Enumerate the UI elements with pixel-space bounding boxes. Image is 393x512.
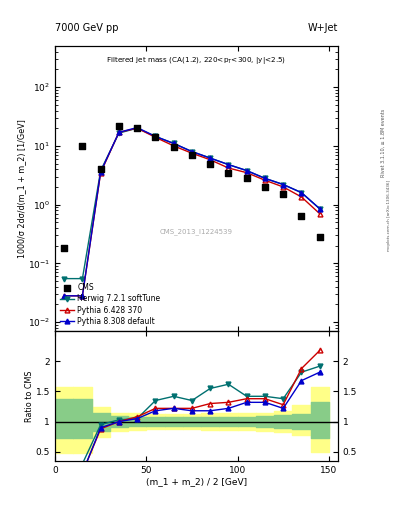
Herwig 7.2.1 softTune: [226, 161, 231, 167]
Pythia 6.428 370: [226, 165, 231, 171]
Pythia 6.428 370: [244, 169, 249, 176]
Pythia 8.308 default: [226, 161, 231, 167]
Pythia 6.428 370: [318, 210, 322, 217]
Pythia 8.308 default: [189, 148, 194, 155]
Pythia 8.308 default: [98, 169, 103, 175]
CMS: [171, 143, 177, 151]
Pythia 8.308 default: [153, 133, 158, 139]
CMS: [280, 190, 286, 198]
Herwig 7.2.1 softTune: [153, 133, 158, 139]
CMS: [116, 122, 122, 130]
Pythia 8.308 default: [80, 293, 85, 299]
CMS: [298, 211, 305, 220]
CMS: [225, 168, 231, 177]
CMS: [262, 183, 268, 191]
Line: Pythia 8.308 default: Pythia 8.308 default: [62, 125, 322, 298]
Herwig 7.2.1 softTune: [98, 167, 103, 174]
Herwig 7.2.1 softTune: [299, 189, 304, 196]
Y-axis label: 1000/σ 2dσ/d(m_1 + m_2) [1/GeV]: 1000/σ 2dσ/d(m_1 + m_2) [1/GeV]: [17, 119, 26, 258]
Pythia 6.428 370: [153, 134, 158, 140]
Pythia 8.308 default: [117, 129, 121, 135]
X-axis label: (m_1 + m_2) / 2 [GeV]: (m_1 + m_2) / 2 [GeV]: [146, 477, 247, 486]
Pythia 6.428 370: [135, 125, 140, 131]
Pythia 6.428 370: [189, 150, 194, 156]
CMS: [207, 159, 213, 167]
Pythia 6.428 370: [80, 293, 85, 299]
Herwig 7.2.1 softTune: [117, 130, 121, 136]
Pythia 8.308 default: [318, 206, 322, 212]
Text: W+Jet: W+Jet: [308, 23, 338, 33]
CMS: [152, 133, 158, 141]
Herwig 7.2.1 softTune: [80, 275, 85, 282]
Text: Filtered jet mass (CA(1.2), 220<p$_T$<300, |y|<2.5): Filtered jet mass (CA(1.2), 220<p$_T$<30…: [107, 55, 286, 66]
CMS: [134, 124, 140, 132]
Herwig 7.2.1 softTune: [62, 275, 66, 282]
Herwig 7.2.1 softTune: [189, 148, 194, 155]
Text: CMS_2013_I1224539: CMS_2013_I1224539: [160, 228, 233, 235]
Pythia 8.308 default: [299, 189, 304, 196]
Text: Rivet 3.1.10, ≥ 1.8M events: Rivet 3.1.10, ≥ 1.8M events: [381, 109, 386, 178]
Legend: CMS, Herwig 7.2.1 softTune, Pythia 6.428 370, Pythia 8.308 default: CMS, Herwig 7.2.1 softTune, Pythia 6.428…: [59, 282, 162, 327]
Line: Pythia 6.428 370: Pythia 6.428 370: [62, 126, 322, 298]
CMS: [317, 233, 323, 241]
Text: mcplots.cern.ch [arXiv:1306.3436]: mcplots.cern.ch [arXiv:1306.3436]: [387, 180, 391, 250]
Pythia 6.428 370: [171, 143, 176, 149]
CMS: [79, 142, 86, 150]
Pythia 8.308 default: [208, 155, 213, 161]
Herwig 7.2.1 softTune: [244, 167, 249, 174]
CMS: [97, 165, 104, 174]
Pythia 6.428 370: [98, 169, 103, 176]
Pythia 8.308 default: [244, 167, 249, 174]
Y-axis label: Ratio to CMS: Ratio to CMS: [26, 370, 35, 422]
Herwig 7.2.1 softTune: [263, 175, 267, 181]
Text: 7000 GeV pp: 7000 GeV pp: [55, 23, 119, 33]
CMS: [244, 174, 250, 182]
Herwig 7.2.1 softTune: [135, 125, 140, 131]
Line: Herwig 7.2.1 softTune: Herwig 7.2.1 softTune: [62, 126, 322, 281]
CMS: [189, 151, 195, 159]
Pythia 8.308 default: [62, 293, 66, 299]
CMS: [61, 244, 67, 252]
Herwig 7.2.1 softTune: [281, 181, 286, 187]
Pythia 6.428 370: [117, 129, 121, 135]
Pythia 6.428 370: [299, 194, 304, 200]
Pythia 6.428 370: [281, 184, 286, 190]
Herwig 7.2.1 softTune: [208, 155, 213, 161]
Pythia 6.428 370: [62, 293, 66, 299]
Herwig 7.2.1 softTune: [171, 140, 176, 146]
Herwig 7.2.1 softTune: [318, 206, 322, 212]
Pythia 8.308 default: [171, 140, 176, 146]
Pythia 6.428 370: [263, 177, 267, 183]
Pythia 8.308 default: [263, 175, 267, 181]
Pythia 8.308 default: [135, 124, 140, 131]
Pythia 6.428 370: [208, 157, 213, 163]
Pythia 8.308 default: [281, 181, 286, 187]
